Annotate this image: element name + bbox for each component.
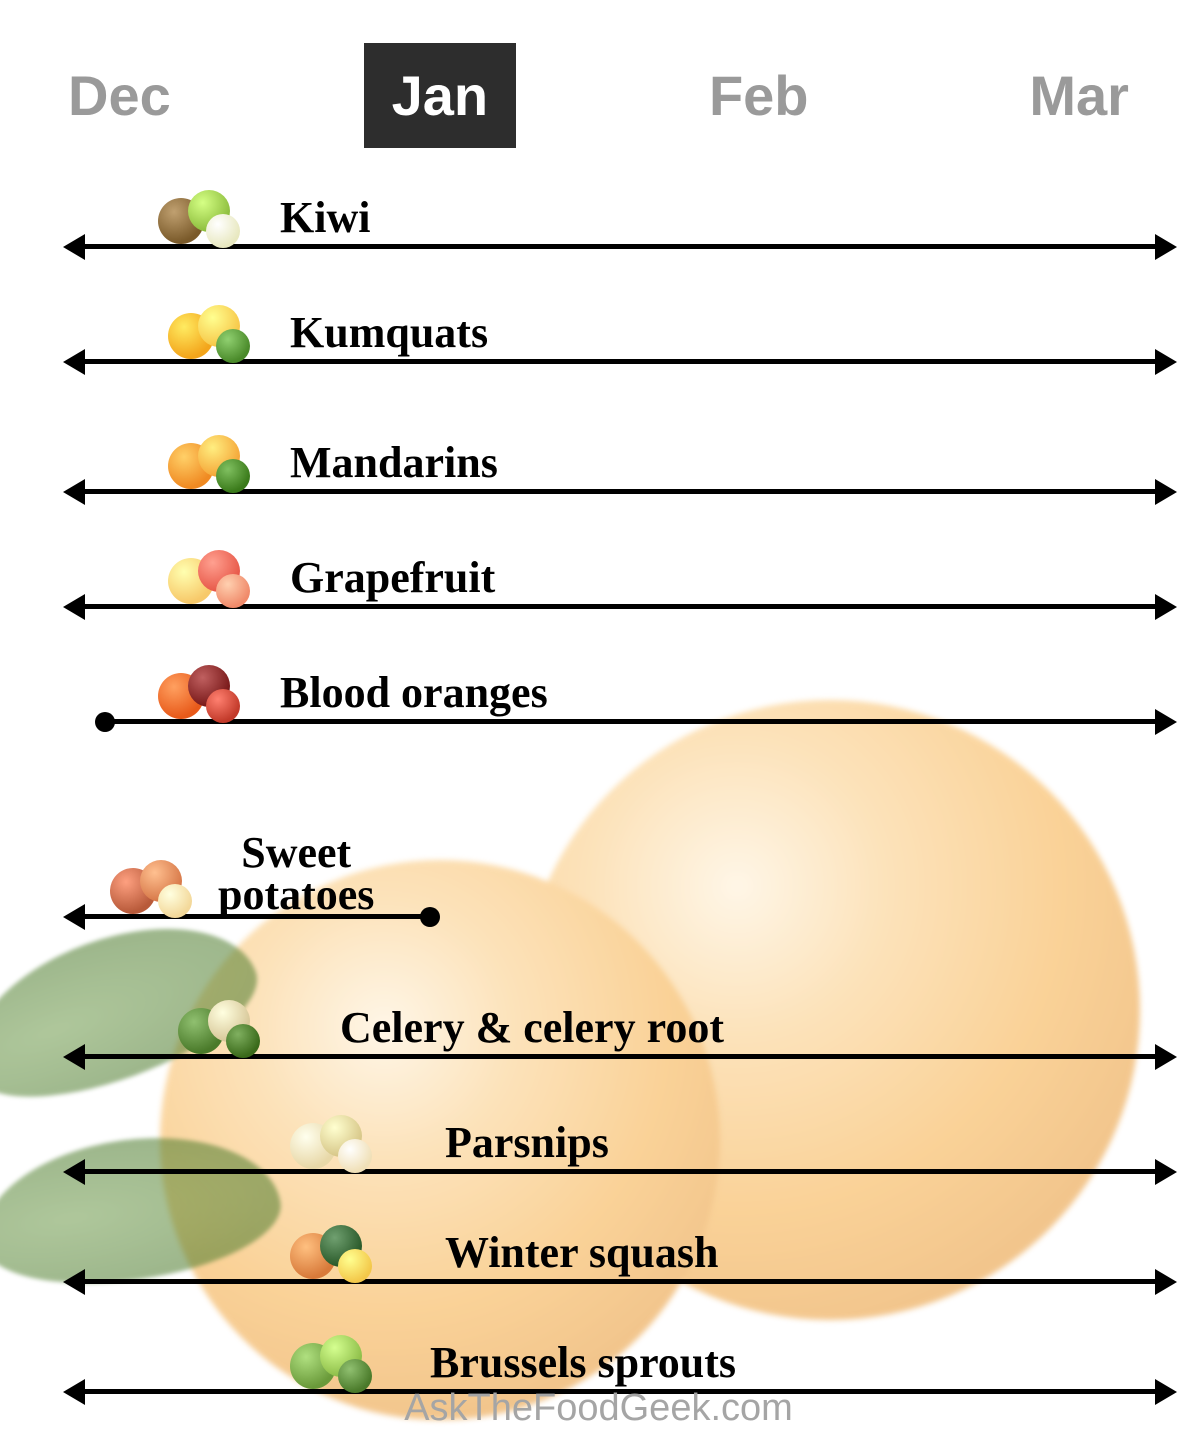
timeline-row-kumquats: Kumquats [0,295,1197,385]
produce-label: Kiwi [280,192,370,243]
arrow-left-icon [63,1269,85,1295]
timeline-row-sweetpotato: Sweetpotatoes [0,850,1197,940]
produce-label: Celery & celery root [340,1002,724,1053]
produce-label: Winter squash [445,1227,718,1278]
timeline-row-grapefruit: Grapefruit [0,540,1197,630]
arrow-right-icon [1155,234,1177,260]
month-header: Dec Jan Feb Mar [0,40,1197,150]
produce-label: Kumquats [290,307,488,358]
arrow-left-icon [63,1044,85,1070]
timeline-row-mandarins: Mandarins [0,425,1197,515]
brussels-icon [290,1329,385,1394]
timeline-row-bloodorange: Blood oranges [0,655,1197,745]
celery-icon [178,994,273,1059]
produce-label: Sweetpotatoes [218,832,374,916]
end-dot-icon [420,907,440,927]
squash-icon [290,1219,385,1284]
timeline-row-celery: Celery & celery root [0,990,1197,1080]
arrow-left-icon [63,594,85,620]
month-dec[interactable]: Dec [40,43,199,148]
season-bar [85,1279,1155,1284]
timeline-row-kiwi: Kiwi [0,180,1197,270]
sweetpotato-icon [110,854,205,919]
arrow-left-icon [63,479,85,505]
season-bar [105,719,1155,724]
bloodorange-icon [158,659,253,724]
footer-credit: AskTheFoodGeek.com [0,1387,1197,1430]
arrow-left-icon [63,349,85,375]
arrow-right-icon [1155,1269,1177,1295]
mandarins-icon [168,429,263,494]
arrow-right-icon [1155,479,1177,505]
arrow-right-icon [1155,1044,1177,1070]
produce-label: Mandarins [290,437,498,488]
month-mar[interactable]: Mar [1001,43,1157,148]
arrow-right-icon [1155,1159,1177,1185]
grapefruit-icon [168,544,263,609]
month-jan[interactable]: Jan [364,43,517,148]
produce-label: Brussels sprouts [430,1337,736,1388]
arrow-right-icon [1155,594,1177,620]
produce-label: Grapefruit [290,552,495,603]
month-feb[interactable]: Feb [681,43,837,148]
timeline-row-parsnips: Parsnips [0,1105,1197,1195]
arrow-left-icon [63,1159,85,1185]
arrow-right-icon [1155,349,1177,375]
arrow-right-icon [1155,709,1177,735]
produce-label: Blood oranges [280,667,548,718]
produce-label: Parsnips [445,1117,609,1168]
kiwi-icon [158,184,253,249]
arrow-left-icon [63,904,85,930]
kumquats-icon [168,299,263,364]
arrow-left-icon [63,234,85,260]
parsnips-icon [290,1109,385,1174]
season-bar [85,1169,1155,1174]
start-dot-icon [95,712,115,732]
timeline-row-squash: Winter squash [0,1215,1197,1305]
